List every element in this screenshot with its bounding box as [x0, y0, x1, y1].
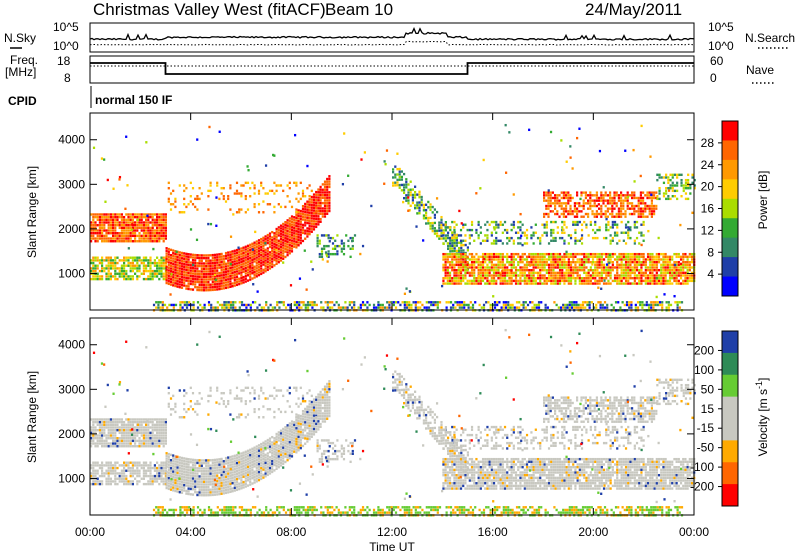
- colorbar-tick: 15: [701, 402, 715, 416]
- colorbar-tick: 4: [707, 267, 714, 281]
- velocity-heatmap: [90, 328, 696, 517]
- colorbar-tick: -15: [697, 421, 715, 435]
- freq-panel-frame: [89, 55, 695, 84]
- colorbar-tick: -50: [697, 441, 715, 455]
- colorbar-tick: -200: [690, 480, 714, 494]
- power-colorbar: 28 24 20 16 12 8 4: [701, 120, 739, 297]
- x-tick-label: 20:00: [578, 525, 608, 539]
- colorbar-swatch: [722, 418, 738, 441]
- power-y-axis: 1000 2000 3000 4000: [58, 133, 694, 280]
- noise-sky-line: [89, 26, 695, 41]
- nave-tick-bottom: 0: [710, 71, 717, 85]
- colorbar-swatch: [722, 159, 738, 180]
- y-tick-label: 4000: [58, 133, 85, 147]
- y-tick-label: 1000: [58, 266, 85, 280]
- freq-label-1: Freq.: [10, 53, 38, 67]
- time-axis-label: Time UT: [369, 540, 415, 554]
- colorbar-swatch: [722, 440, 738, 463]
- velocity-y-axis: 1000 2000 3000 4000: [58, 338, 694, 485]
- freq-tick-top: 18: [57, 54, 71, 68]
- y-tick-label: 2000: [58, 222, 85, 236]
- noise-search-line: [89, 40, 695, 46]
- velocity-colorbar-label: Velocity [m s-1]: [754, 378, 770, 457]
- cpid-mode: normal 150 IF: [95, 93, 172, 107]
- x-tick-label: 12:00: [377, 525, 407, 539]
- colorbar-tick: -100: [690, 460, 714, 474]
- noise-right-label: N.Search: [745, 31, 795, 45]
- y-tick-label: 1000: [58, 471, 85, 485]
- noise-right-tick-bottom: 10^0: [708, 39, 734, 53]
- time-axis: 00:00 04:00 08:00 12:00 16:00 20:00 00:00: [75, 113, 709, 539]
- noise-panel-frame: [89, 22, 695, 53]
- noise-left-tick-top: 10^5: [53, 20, 79, 34]
- power-heatmap: [90, 123, 696, 312]
- nave-label: Nave: [746, 63, 774, 77]
- freq-label-2: [MHz]: [5, 65, 36, 79]
- colorbar-swatch: [722, 396, 738, 419]
- colorbar-swatch: [722, 352, 738, 376]
- colorbar-swatch: [722, 198, 738, 219]
- velocity-ylabel: Slant Range [km]: [25, 371, 39, 463]
- noise-left-label: N.Sky: [4, 31, 36, 45]
- x-tick-label: 00:00: [75, 525, 105, 539]
- colorbar-swatch: [722, 257, 738, 278]
- colorbar-swatch: [722, 276, 738, 297]
- x-tick-label: 08:00: [276, 525, 306, 539]
- colorbar-swatch: [722, 140, 738, 161]
- beam-title: Beam 10: [325, 0, 393, 19]
- cpid-label: CPID: [8, 94, 37, 108]
- colorbar-tick: 24: [701, 158, 715, 172]
- colorbar-tick: 20: [701, 180, 715, 194]
- colorbar-tick: 100: [694, 363, 714, 377]
- nave-tick-top: 60: [710, 54, 724, 68]
- colorbar-swatch: [722, 374, 738, 398]
- freq-line: [90, 62, 694, 75]
- noise-right-tick-top: 10^5: [708, 20, 734, 34]
- colorbar-tick: 28: [701, 136, 715, 150]
- noise-left-tick-bottom: 10^0: [53, 39, 79, 53]
- velocity-colorbar: 200 100 50 15 -15 -50 -100 -200: [690, 330, 739, 507]
- x-tick-label: 16:00: [478, 525, 508, 539]
- station-title: Christmas Valley West (fitACF): [93, 0, 326, 19]
- y-tick-label: 3000: [58, 382, 85, 396]
- colorbar-swatch: [722, 121, 738, 141]
- power-ylabel: Slant Range [km]: [25, 166, 39, 258]
- colorbar-swatch: [722, 331, 738, 354]
- y-tick-label: 2000: [58, 427, 85, 441]
- freq-tick-bottom: 8: [64, 71, 71, 85]
- colorbar-swatch: [722, 484, 738, 507]
- colorbar-tick: 16: [701, 202, 715, 216]
- y-tick-label: 3000: [58, 177, 85, 191]
- x-tick-label: 04:00: [176, 525, 206, 539]
- colorbar-tick: 50: [701, 382, 715, 396]
- colorbar-swatch: [722, 218, 738, 239]
- colorbar-tick: 200: [694, 343, 714, 357]
- x-tick-label: 00:00: [679, 525, 709, 539]
- colorbar-tick: 12: [701, 223, 715, 237]
- date-title: 24/May/2011: [585, 0, 682, 19]
- colorbar-swatch: [722, 179, 738, 200]
- y-tick-label: 4000: [58, 338, 85, 352]
- colorbar-swatch: [722, 462, 738, 485]
- colorbar-tick: 8: [707, 245, 714, 259]
- colorbar-swatch: [722, 237, 738, 258]
- power-colorbar-label: Power [dB]: [756, 171, 770, 230]
